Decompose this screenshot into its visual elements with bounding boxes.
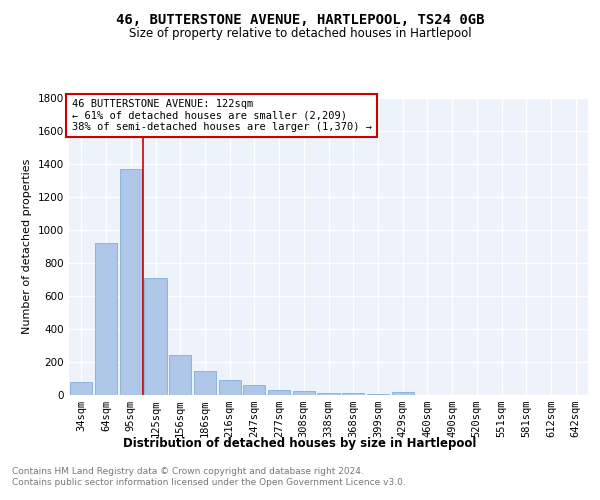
Text: Size of property relative to detached houses in Hartlepool: Size of property relative to detached ho… — [128, 28, 472, 40]
Bar — [194, 370, 216, 395]
Y-axis label: Number of detached properties: Number of detached properties — [22, 158, 32, 334]
Bar — [317, 392, 340, 395]
Bar — [169, 354, 191, 395]
Text: 46, BUTTERSTONE AVENUE, HARTLEPOOL, TS24 0GB: 46, BUTTERSTONE AVENUE, HARTLEPOOL, TS24… — [116, 12, 484, 26]
Bar — [218, 380, 241, 395]
Bar — [293, 391, 315, 395]
Bar — [392, 392, 414, 395]
Bar — [367, 394, 389, 395]
Bar — [243, 386, 265, 395]
Bar — [70, 382, 92, 395]
Bar — [95, 243, 117, 395]
Text: 46 BUTTERSTONE AVENUE: 122sqm
← 61% of detached houses are smaller (2,209)
38% o: 46 BUTTERSTONE AVENUE: 122sqm ← 61% of d… — [71, 99, 371, 132]
Text: Distribution of detached houses by size in Hartlepool: Distribution of detached houses by size … — [124, 438, 476, 450]
Bar — [268, 390, 290, 395]
Bar — [145, 278, 167, 395]
Bar — [342, 394, 364, 395]
Text: Contains HM Land Registry data © Crown copyright and database right 2024.
Contai: Contains HM Land Registry data © Crown c… — [12, 468, 406, 487]
Bar — [119, 168, 142, 395]
